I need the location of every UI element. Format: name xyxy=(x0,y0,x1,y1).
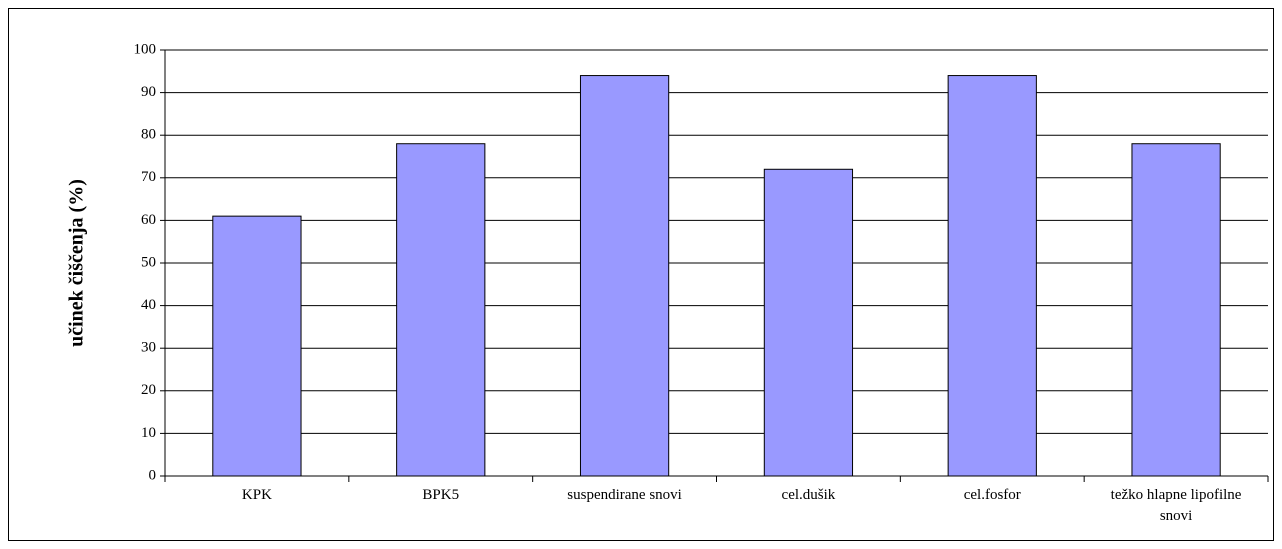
y-tick-label: 0 xyxy=(149,467,157,483)
bar xyxy=(579,75,670,477)
bar xyxy=(763,168,854,477)
y-axis-label: učinek čiščenja (%) xyxy=(66,179,88,347)
y-tick-label: 30 xyxy=(141,340,156,356)
y-tick-label: 70 xyxy=(141,169,156,185)
x-tick-label: cel.fosfor xyxy=(963,487,1021,503)
x-tick-label: težko hlapne lipofilne snovi xyxy=(1110,487,1242,524)
y-tick-label: 100 xyxy=(134,41,157,57)
y-tick-label: 10 xyxy=(141,425,156,441)
y-tick-label: 80 xyxy=(141,127,156,143)
bar xyxy=(1131,143,1221,477)
y-tick-label: 90 xyxy=(141,84,156,100)
bar xyxy=(212,215,302,477)
x-tick-label: cel.dušik xyxy=(781,487,836,503)
x-tick-label: KPK xyxy=(241,487,272,503)
bar xyxy=(947,75,1037,477)
y-tick-label: 60 xyxy=(141,212,156,228)
x-tick-label: BPK5 xyxy=(422,487,460,503)
y-tick-label: 50 xyxy=(141,254,156,270)
x-tick-label: suspendirane snovi xyxy=(567,487,682,503)
y-tick-label: 20 xyxy=(141,382,156,398)
bar xyxy=(396,143,486,477)
y-tick-label: 40 xyxy=(141,297,156,313)
